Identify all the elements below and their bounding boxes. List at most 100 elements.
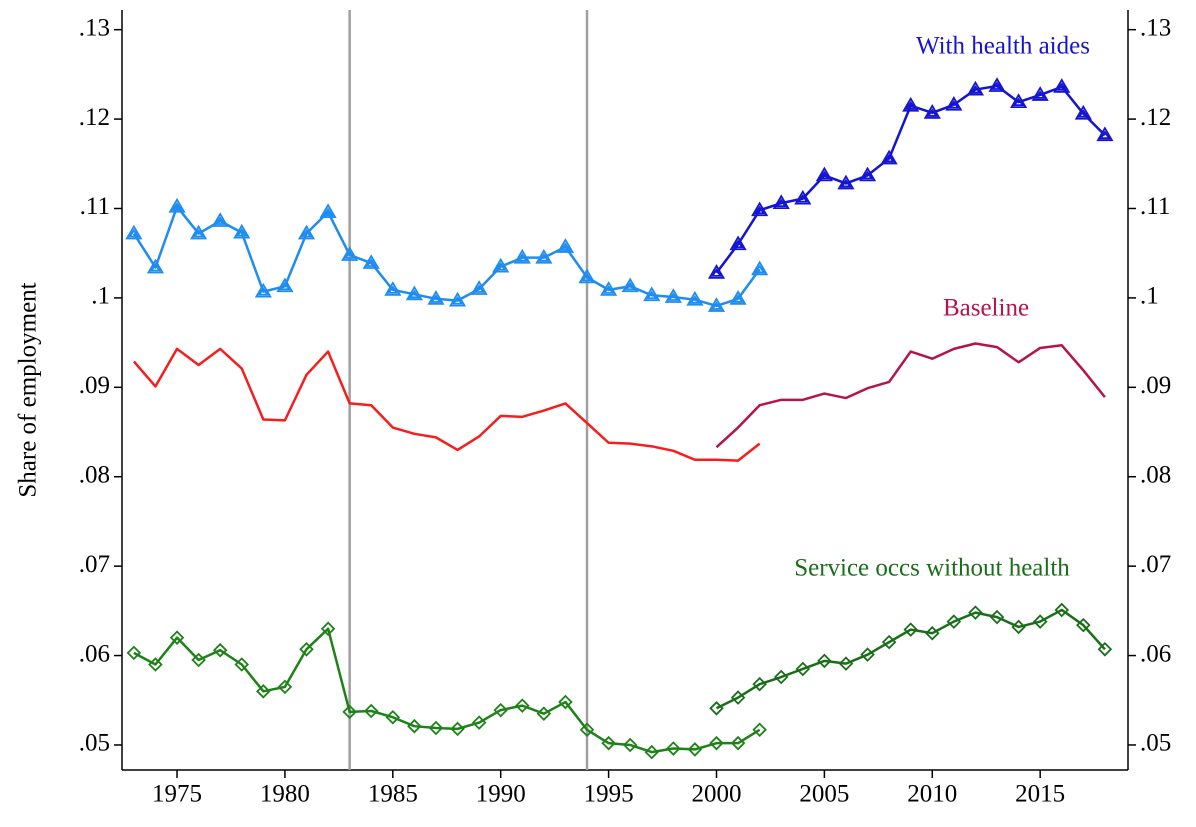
triangle-marker [125, 224, 143, 240]
diamond-marker [709, 701, 724, 716]
diamond-marker [773, 669, 789, 685]
triangle-marker [470, 280, 488, 295]
triangle-marker [837, 174, 855, 190]
triangle-marker [276, 277, 294, 293]
triangle-marker [1031, 86, 1049, 101]
y-tick-label: .11 [80, 193, 110, 220]
diamond-marker [1097, 642, 1113, 657]
triangle-marker [384, 281, 402, 296]
triangle-marker [405, 285, 423, 301]
x-tick-label: 1990 [476, 781, 526, 808]
diamond-marker [320, 621, 336, 637]
diamond-marker [666, 741, 681, 756]
diamond-marker [1032, 614, 1048, 629]
series-line [132, 205, 761, 308]
triangle-marker [794, 189, 812, 205]
triangle-marker [190, 224, 208, 240]
x-tick-label: 2005 [799, 781, 849, 808]
diamond-marker [169, 630, 185, 645]
triangle-marker [254, 282, 272, 298]
series-line [715, 84, 1106, 274]
diamond-marker [838, 656, 854, 671]
x-tick-label: 1985 [368, 781, 418, 808]
triangle-marker [772, 194, 790, 210]
y2-tick-label: .08 [1140, 461, 1171, 488]
triangle-marker [578, 268, 596, 284]
triangle-marker [686, 290, 704, 306]
y2-tick-label: .1 [1140, 283, 1159, 310]
triangle-marker [556, 238, 575, 253]
series-label: Baseline [943, 295, 1029, 322]
x-tick-label: 1995 [584, 781, 634, 808]
triangle-marker [880, 149, 898, 165]
diamond-marker [148, 657, 163, 672]
x-tick-label: 2000 [691, 781, 741, 808]
y2-tick-label: .05 [1140, 730, 1171, 757]
triangle-marker [945, 95, 963, 111]
triangle-marker [966, 80, 985, 96]
x-tick-label: 2010 [907, 781, 957, 808]
diamond-marker [795, 661, 811, 677]
triangle-marker [707, 297, 726, 312]
series-line [132, 347, 761, 462]
triangle-marker [600, 281, 618, 296]
y-tick-label: .07 [79, 551, 110, 578]
diamond-marker [1011, 619, 1026, 635]
y-tick-label: .09 [79, 372, 110, 399]
diamond-marker [968, 605, 983, 620]
y-tick-label: .05 [79, 730, 110, 757]
triangle-marker [751, 260, 769, 276]
diamond-marker [730, 690, 746, 705]
diamond-marker [407, 718, 422, 734]
x-tick-label: 2015 [1015, 781, 1065, 808]
diamond-marker [212, 642, 228, 658]
diamond-marker [881, 634, 897, 650]
triangle-marker [341, 246, 359, 261]
y2-tick-label: .09 [1140, 372, 1171, 399]
diamond-marker [536, 706, 552, 721]
diamond-marker [428, 720, 444, 736]
triangle-marker [492, 257, 510, 273]
y2-tick-label: .06 [1140, 640, 1171, 667]
series-line [715, 608, 1106, 710]
triangle-marker [707, 264, 726, 279]
triangle-marker [643, 286, 661, 302]
triangle-marker [1010, 93, 1028, 108]
triangle-marker [729, 290, 747, 305]
x-tick-label: 1980 [260, 781, 310, 808]
diamond-marker [709, 735, 724, 751]
diamond-marker [363, 703, 379, 719]
triangle-marker [233, 223, 251, 239]
triangle-marker [751, 201, 769, 217]
diamond-marker [903, 622, 918, 637]
diamond-marker [644, 744, 660, 760]
diamond-marker [687, 742, 703, 757]
y-tick-label: .06 [79, 640, 110, 667]
diamond-marker [493, 702, 508, 718]
triangle-marker [988, 77, 1006, 92]
triangle-marker [319, 203, 337, 218]
diamond-marker [946, 614, 962, 629]
y-axis-title: Share of employment [15, 282, 42, 497]
diamond-marker [622, 737, 638, 753]
y-tick-label: .13 [79, 14, 110, 41]
triangle-marker [1096, 126, 1114, 142]
triangle-marker [815, 166, 833, 182]
triangle-marker [923, 104, 941, 119]
diamond-marker [817, 653, 832, 669]
triangle-marker [427, 290, 445, 305]
y-tick-label: .1 [91, 283, 110, 310]
triangle-marker [858, 166, 877, 182]
triangle-marker [297, 224, 316, 240]
diamond-marker [126, 645, 142, 661]
triangle-marker [902, 96, 920, 112]
x-tick-label: 1975 [152, 781, 202, 808]
triangle-marker [729, 235, 747, 251]
triangle-marker [211, 212, 229, 227]
diamond-marker [256, 684, 271, 699]
series-label: Service occs without health [794, 555, 1070, 582]
y-tick-label: .12 [79, 104, 110, 131]
triangle-marker [1074, 104, 1092, 120]
triangle-marker [362, 254, 380, 269]
